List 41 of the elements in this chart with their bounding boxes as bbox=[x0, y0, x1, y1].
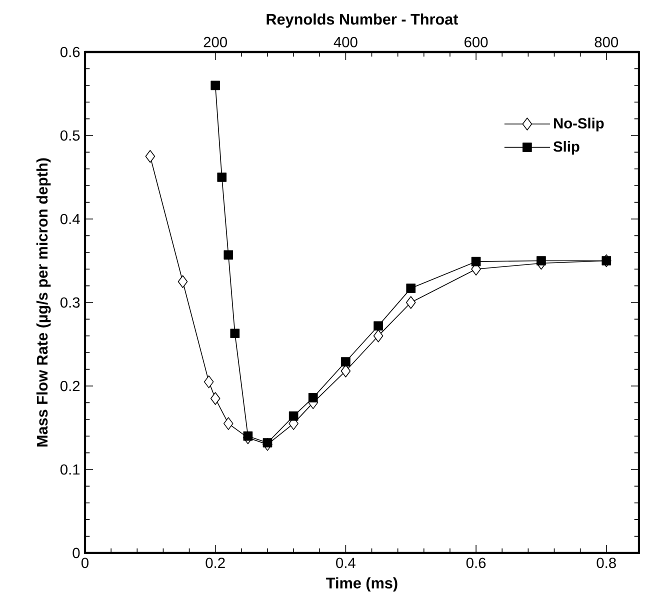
point bbox=[406, 296, 416, 309]
point bbox=[406, 284, 416, 293]
point bbox=[204, 375, 214, 388]
y-tick-label: 0.6 bbox=[60, 46, 80, 58]
y-tick-label: 0.3 bbox=[60, 297, 80, 308]
x-tick-label: 0.4 bbox=[336, 558, 356, 568]
legend-label: No-Slip bbox=[554, 118, 604, 132]
point bbox=[262, 438, 272, 448]
point bbox=[471, 256, 481, 266]
x-tick-label: 0.6 bbox=[466, 558, 486, 568]
x2-tick-label: 400 bbox=[334, 36, 358, 48]
x2-tick-label: 800 bbox=[594, 36, 618, 48]
point bbox=[210, 80, 220, 90]
y-tick-label: 0.2 bbox=[60, 380, 80, 392]
y-tick-label: 0.4 bbox=[60, 214, 80, 224]
point bbox=[210, 392, 220, 405]
x2-tick-label: 200 bbox=[204, 36, 227, 48]
point bbox=[308, 393, 318, 402]
x-tick-label: 0.8 bbox=[596, 558, 616, 568]
y-tick-label: 0.5 bbox=[60, 130, 80, 141]
point bbox=[288, 411, 298, 421]
point bbox=[145, 150, 156, 163]
point bbox=[230, 328, 240, 338]
y-tick-label: 0 bbox=[72, 548, 80, 558]
y-axis-title: Mass Flow Rate (µg/s per micron depth) bbox=[36, 158, 51, 446]
point bbox=[536, 256, 546, 266]
y-tick-label: 0.1 bbox=[60, 464, 80, 475]
x2-axis-title: Reynolds Number - Throat bbox=[266, 13, 458, 28]
point bbox=[178, 275, 188, 288]
x-tick-label: 0.2 bbox=[206, 558, 225, 568]
point bbox=[341, 357, 350, 366]
point bbox=[373, 329, 384, 342]
x-axis-title: Time (ms) bbox=[326, 577, 398, 592]
x-tick-label: 0 bbox=[81, 558, 88, 568]
legend-label: Slip bbox=[553, 141, 580, 155]
x2-tick-label: 600 bbox=[464, 36, 488, 48]
point bbox=[243, 431, 253, 441]
point bbox=[224, 250, 234, 260]
point bbox=[217, 172, 227, 182]
point bbox=[223, 417, 234, 430]
point bbox=[374, 321, 383, 331]
